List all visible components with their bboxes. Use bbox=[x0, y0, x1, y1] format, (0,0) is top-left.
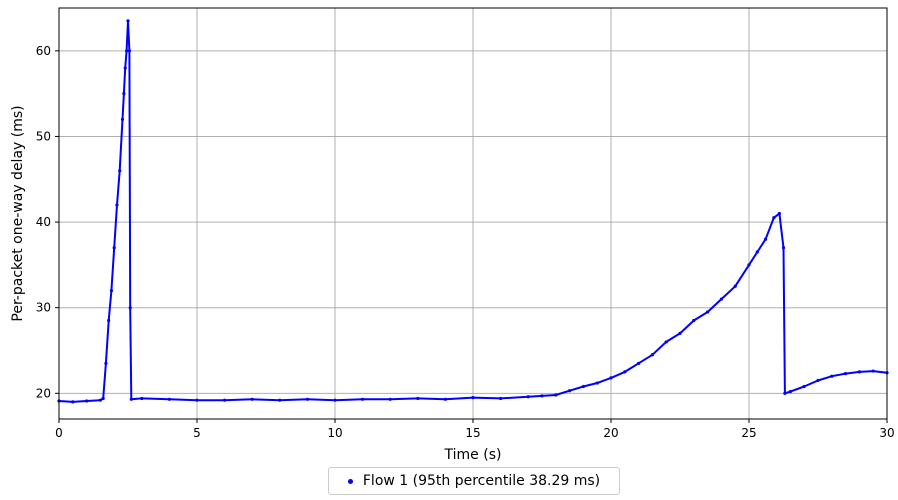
data-point bbox=[123, 66, 127, 70]
data-point bbox=[568, 389, 572, 393]
data-point bbox=[115, 203, 119, 207]
data-point bbox=[664, 340, 668, 344]
data-point bbox=[101, 396, 105, 401]
data-point bbox=[692, 318, 696, 323]
data-point bbox=[650, 353, 655, 357]
legend-label: Flow 1 (95th percentile 38.29 ms) bbox=[362, 473, 601, 489]
data-point bbox=[443, 397, 447, 401]
data-point bbox=[333, 398, 337, 402]
x-tick-label: 15 bbox=[465, 426, 480, 440]
data-point bbox=[126, 19, 130, 23]
data-point bbox=[128, 306, 132, 310]
data-point bbox=[122, 92, 126, 96]
data-point bbox=[499, 396, 503, 401]
data-point bbox=[637, 361, 641, 365]
grid-lines bbox=[58, 8, 888, 419]
data-point bbox=[719, 297, 724, 301]
data-point bbox=[540, 394, 544, 398]
data-point bbox=[755, 250, 759, 254]
data-point bbox=[127, 49, 131, 53]
data-point bbox=[278, 398, 282, 402]
data-point bbox=[104, 361, 108, 365]
x-tick-label: 0 bbox=[55, 426, 63, 440]
data-point bbox=[844, 372, 848, 376]
data-point bbox=[107, 318, 111, 323]
data-point bbox=[71, 400, 75, 404]
y-tick-label: 30 bbox=[36, 301, 51, 315]
series-flow-1 bbox=[57, 19, 889, 404]
data-point bbox=[471, 395, 475, 400]
data-point bbox=[361, 397, 365, 401]
x-axis-ticks: 0 5 10 15 20 25 30 bbox=[55, 419, 895, 440]
data-point bbox=[678, 331, 682, 335]
data-point bbox=[595, 381, 599, 385]
data-point bbox=[125, 49, 129, 53]
data-point bbox=[305, 397, 309, 401]
y-tick-label: 20 bbox=[36, 386, 51, 400]
y-tick-label: 40 bbox=[36, 215, 51, 229]
data-point bbox=[120, 117, 125, 121]
data-point bbox=[802, 384, 806, 389]
data-point bbox=[167, 397, 171, 401]
data-point bbox=[554, 393, 558, 397]
data-point bbox=[112, 246, 116, 250]
data-point bbox=[526, 395, 530, 399]
data-point bbox=[788, 390, 793, 394]
data-point bbox=[195, 398, 199, 402]
data-point bbox=[816, 378, 820, 383]
data-point bbox=[129, 397, 133, 401]
y-axis-label: Per-packet one-way delay (ms) bbox=[10, 105, 26, 321]
x-tick-label: 20 bbox=[603, 426, 618, 440]
x-tick-label: 10 bbox=[327, 426, 342, 440]
data-point bbox=[109, 288, 114, 293]
legend-marker-icon bbox=[347, 478, 353, 484]
data-point bbox=[85, 399, 89, 403]
data-point bbox=[609, 376, 613, 380]
series-line bbox=[58, 19, 888, 403]
data-point bbox=[98, 398, 102, 402]
data-point bbox=[581, 384, 586, 389]
x-tick-label: 30 bbox=[879, 426, 894, 440]
data-point bbox=[140, 396, 144, 401]
data-point bbox=[118, 169, 122, 173]
legend: Flow 1 (95th percentile 38.29 ms) bbox=[328, 467, 620, 495]
data-point bbox=[772, 216, 776, 220]
data-point bbox=[777, 211, 781, 216]
data-point bbox=[623, 370, 627, 374]
data-point bbox=[830, 374, 834, 378]
data-point bbox=[783, 391, 787, 395]
data-point bbox=[388, 397, 392, 401]
x-axis-label: Time (s) bbox=[444, 447, 502, 463]
data-point bbox=[781, 246, 786, 250]
data-point bbox=[763, 237, 768, 241]
y-tick-label: 60 bbox=[36, 44, 51, 58]
x-tick-label: 25 bbox=[741, 426, 756, 440]
data-point bbox=[250, 397, 254, 401]
data-point bbox=[871, 369, 875, 373]
data-point bbox=[706, 310, 710, 314]
y-axis-ticks: 20 30 40 50 60 bbox=[36, 44, 59, 400]
data-point bbox=[857, 370, 862, 374]
data-point bbox=[416, 396, 420, 401]
x-tick-label: 5 bbox=[193, 426, 201, 440]
data-point bbox=[747, 263, 751, 267]
y-tick-label: 50 bbox=[36, 129, 51, 143]
data-point bbox=[733, 284, 737, 288]
data-point bbox=[223, 398, 227, 402]
